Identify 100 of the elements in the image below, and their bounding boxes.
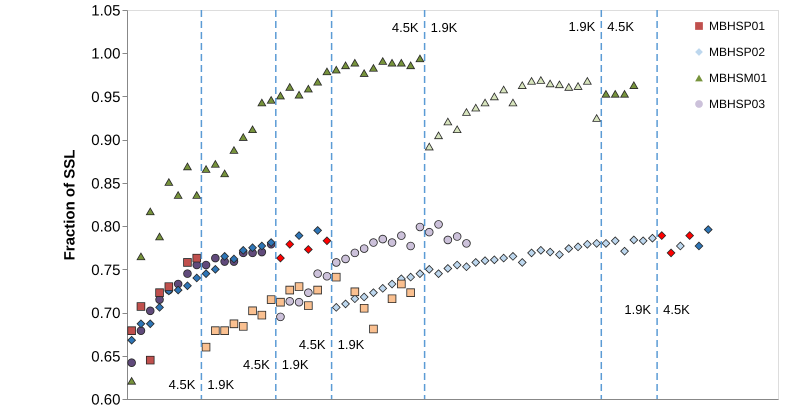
point <box>285 297 294 306</box>
point <box>332 272 341 282</box>
point <box>416 54 424 62</box>
point <box>127 326 136 335</box>
point <box>480 98 490 106</box>
point <box>266 96 276 104</box>
point <box>397 280 406 288</box>
point <box>341 254 350 264</box>
point <box>574 82 582 90</box>
point <box>360 69 368 77</box>
y-tick-label: 0.60 <box>91 392 120 408</box>
point <box>276 92 285 100</box>
point <box>518 81 527 89</box>
annotation: 4.5K <box>243 357 270 372</box>
y-tick-label: 0.80 <box>91 218 120 236</box>
point <box>238 133 248 141</box>
annotation: 1.9K <box>282 357 309 372</box>
point <box>462 239 471 248</box>
point <box>452 126 462 134</box>
legend-label: MBHSP03 <box>709 97 766 111</box>
point <box>127 358 136 367</box>
point <box>424 142 434 150</box>
point <box>378 234 388 244</box>
point <box>322 272 332 281</box>
y-tick-label: 0.95 <box>91 88 120 106</box>
point <box>610 90 620 98</box>
point <box>211 326 220 335</box>
point <box>146 208 155 216</box>
point <box>183 258 192 267</box>
annotation: 4.5K <box>607 19 634 34</box>
point <box>313 269 322 278</box>
annotation: 4.5K <box>392 20 419 35</box>
point <box>630 81 638 89</box>
point <box>369 238 378 247</box>
point <box>424 228 434 236</box>
point <box>127 377 136 385</box>
y-tick-label: 0.65 <box>91 348 120 366</box>
point <box>444 236 452 244</box>
point <box>183 269 192 278</box>
point <box>248 126 257 134</box>
point <box>350 58 360 66</box>
annotation: 1.9K <box>207 377 234 392</box>
point <box>499 86 508 94</box>
point <box>350 248 360 258</box>
point <box>490 92 499 100</box>
point <box>564 83 574 91</box>
y-tick-label: 0.85 <box>91 175 120 192</box>
point <box>146 356 155 364</box>
point <box>202 260 210 270</box>
point <box>332 258 341 267</box>
point <box>294 298 304 306</box>
point <box>211 254 220 262</box>
legend-label: MBHSP01 <box>709 19 766 33</box>
point <box>434 220 443 229</box>
point <box>192 191 202 199</box>
point <box>378 57 388 65</box>
point <box>444 118 452 126</box>
point <box>452 232 462 241</box>
point <box>220 326 229 335</box>
point <box>471 104 480 112</box>
y-tick-label: 1.00 <box>91 46 120 63</box>
point <box>294 90 304 98</box>
point <box>294 282 304 291</box>
point <box>258 98 266 106</box>
point <box>388 58 396 66</box>
annotation: 1.9K <box>338 337 365 352</box>
point <box>266 295 276 304</box>
point <box>211 160 220 168</box>
point <box>508 98 518 106</box>
point <box>230 320 238 328</box>
point <box>136 326 146 335</box>
point <box>434 132 443 140</box>
point <box>369 64 378 72</box>
y-axis-title: Fraction of SSL <box>61 150 78 260</box>
point <box>285 83 294 91</box>
y-tick-label: 0.70 <box>91 305 120 322</box>
point <box>555 80 564 88</box>
point <box>238 322 248 331</box>
point <box>583 77 592 85</box>
point <box>304 84 313 92</box>
point <box>304 288 313 297</box>
point <box>285 286 294 294</box>
y-tick-label: 0.75 <box>91 262 120 279</box>
point <box>602 90 610 98</box>
point <box>369 324 378 334</box>
annotation: 4.5K <box>298 337 326 352</box>
y-tick-label: 0.90 <box>91 132 120 150</box>
point <box>406 288 415 297</box>
point <box>322 68 332 76</box>
point <box>360 244 368 253</box>
point <box>592 114 601 122</box>
point <box>620 90 629 98</box>
point <box>304 301 313 310</box>
point <box>313 286 322 294</box>
point <box>341 62 350 70</box>
point <box>397 58 406 66</box>
point <box>258 310 266 320</box>
point <box>164 282 174 291</box>
annotation: 1.9K <box>430 20 458 35</box>
point <box>527 77 536 85</box>
